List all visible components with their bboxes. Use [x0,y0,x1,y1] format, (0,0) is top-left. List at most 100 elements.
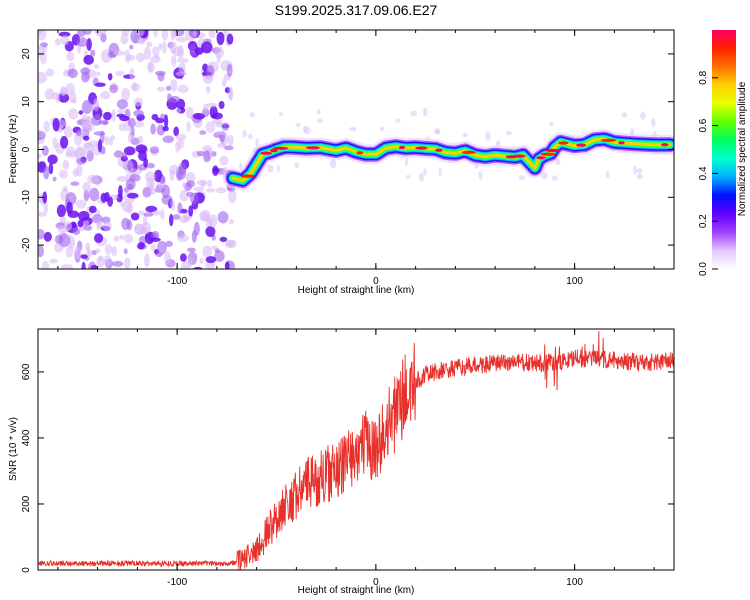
noise-blob [395,118,401,123]
noise-blob [83,225,93,231]
noise-blob [295,123,301,128]
noise-blob [205,218,214,223]
noise-blob [96,220,102,231]
noise-blob [170,79,178,92]
spectrogram-xtick-label: -100 [167,276,187,287]
noise-blob [141,222,152,234]
noise-blob [52,176,57,182]
noise-blob [150,237,161,242]
noise-blob [94,233,104,244]
noise-blob [225,261,230,269]
noise-blob [83,30,92,35]
noise-blob [186,121,191,132]
noise-blob [175,140,181,153]
noise-blob [151,113,159,121]
noise-blob [218,101,225,109]
noise-blob [161,184,171,198]
snr-series-line [38,331,674,570]
noise-blob [137,36,146,44]
noise-blob [316,109,321,115]
noise-blob [102,120,109,126]
noise-blob [113,50,126,56]
noise-blob [76,163,83,177]
noise-blob [43,202,49,214]
noise-blob [82,181,92,193]
ridge-peak [270,149,278,153]
noise-blob [120,202,126,207]
noise-blob [205,256,217,264]
noise-blob [633,165,637,175]
noise-blob [186,106,194,120]
noise-blob [66,51,75,62]
colorbar-tick-label: 0.4 [698,166,709,180]
noise-blob [175,36,188,43]
noise-blob [178,162,187,176]
noise-blob [52,117,60,132]
noise-blob [38,245,44,258]
snr-panel: -100 0 100 0 200 400 600 Height of straight li… [8,328,675,596]
noise-blob [81,100,93,114]
noise-blob [56,204,66,218]
noise-blob [636,173,643,180]
noise-blob [75,130,82,137]
noise-blob [67,68,78,79]
colorbar-tick-label: 0.0 [698,262,709,276]
noise-blob [149,186,157,195]
noise-blob [60,87,69,95]
noise-blob [144,171,156,182]
ridge-peak [305,146,320,150]
noise-blob [177,234,189,243]
noise-blob [116,113,126,118]
noise-blob [103,255,112,266]
noise-blob [54,38,62,46]
spectrogram-xtick-label: 100 [566,276,583,287]
colorbar-tick-label: 0.6 [698,118,709,132]
noise-blob [179,189,189,202]
noise-blob [121,30,130,36]
noise-blob [43,120,50,133]
snr-ytick-label: 400 [21,429,32,446]
noise-blob [65,246,74,258]
ridge-peak [240,174,255,178]
noise-blob [178,62,186,75]
noise-blob [227,134,234,146]
noise-blob [107,196,113,207]
noise-blob [68,108,79,120]
noise-blob [379,127,385,132]
noise-blob [43,231,52,242]
noise-blob [171,54,177,67]
ridge-peak [260,151,273,155]
ridge-peak [356,151,364,155]
noise-blob [93,131,106,136]
noise-blob [81,71,90,83]
noise-blob [94,82,106,87]
noise-blob [164,114,169,129]
snr-axes: -100 0 100 0 200 400 600 [21,329,674,588]
noise-blob [162,126,169,132]
spectrogram-ytick-label: 10 [21,96,32,108]
noise-blob [180,253,187,262]
noise-blob [87,249,93,257]
noise-blob [94,179,101,186]
noise-blob [111,108,116,123]
noise-blob [248,133,253,140]
noise-blob [219,155,229,166]
noise-blob [117,108,126,114]
noise-blob [118,123,126,132]
colorbar-bar [712,30,736,269]
noise-blob [146,41,153,48]
noise-blob [181,261,191,269]
noise-blob [116,175,128,182]
noise-blob [152,46,160,57]
noise-blob [116,99,128,110]
ridge-peak [576,143,587,147]
noise-blob [169,41,177,53]
noise-blob [176,58,189,64]
noise-blob [436,129,440,134]
noise-blob [38,228,45,240]
noise-blob [123,248,128,255]
noise-blob [78,210,90,222]
noise-blob [111,245,117,257]
noise-blob [175,133,187,141]
